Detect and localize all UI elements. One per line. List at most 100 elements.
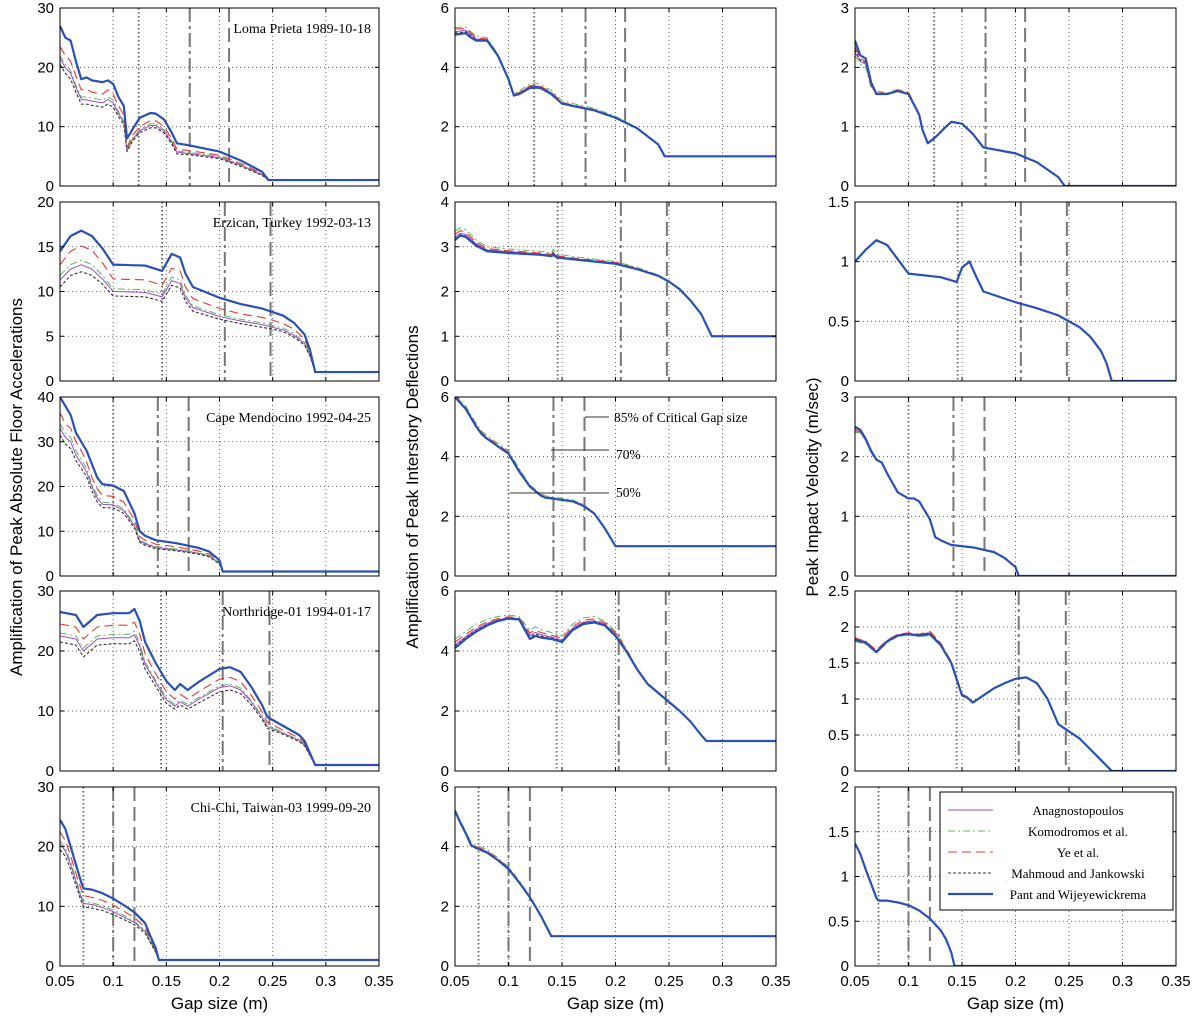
panel-r1-c1: 0 10 20 30 Loma Prieta 1989-10-18 [37, 0, 380, 195]
y-tick-label: 0 [46, 178, 54, 195]
legend-label: Mahmoud and Jankowski [1011, 866, 1145, 881]
series-group [855, 425, 1176, 576]
x-tick-label: 0.1 [498, 973, 519, 990]
earthquake-label: Cape Mendocino 1992-04-25 [206, 411, 371, 426]
y-tick-label: 10 [37, 523, 54, 540]
x-tick-label: 0.25 [1054, 973, 1083, 990]
y-tick-label: 1 [841, 254, 849, 271]
series-group [60, 607, 379, 767]
legend-box [939, 791, 1174, 911]
series-group [855, 630, 1176, 771]
legend-label: Komodromos et al. [1028, 824, 1128, 839]
legend: Anagnostopoulos Komodromos et al. Ye et al… [939, 791, 1174, 911]
series-line-pant-and-wijeyewickrema [60, 397, 379, 573]
series-line-komodromos-et-al [60, 423, 379, 573]
series-line-pant-and-wijeyewickrema [855, 633, 1176, 771]
series-line-pant-and-wijeyewickrema [455, 617, 776, 743]
y-tick-label: 0.5 [828, 913, 849, 930]
series-line-mahmoud-and-jankowski [60, 640, 379, 766]
panel-r5-c2: 0 2 4 6 0.05 0.1 0.15 0.2 0.25 0.3 0.35 Gap size (m… [440, 779, 790, 1013]
annotation-label-85: 85% of Critical Gap size [614, 410, 747, 425]
series-line-pant-and-wijeyewickrema [855, 842, 1176, 966]
x-tick-label: 0.15 [947, 973, 976, 990]
panel-r5-c1: 0 10 20 30 0.05 0.1 0.15 0.2 0.25 0.3 0.35 Gap size… [37, 779, 393, 1013]
series-line-anagnostopoulos [60, 264, 379, 373]
y-tick-label: 2 [441, 508, 449, 525]
series-line-mahmoud-and-jankowski [60, 64, 379, 181]
y-tick-label: 4 [441, 839, 449, 856]
series-group [855, 239, 1176, 381]
y-tick-label: 20 [37, 59, 54, 76]
y-tick-label: 6 [441, 583, 449, 600]
y-tick-label: 2 [841, 59, 849, 76]
x-tick-label: 0.2 [605, 973, 626, 990]
x-tick-label: 0.3 [712, 973, 733, 990]
y-tick-label: 4 [441, 59, 449, 76]
y-tick-label: 0 [46, 958, 54, 975]
series-line-komodromos-et-al [60, 630, 379, 766]
x-axis-title: Gap size (m) [171, 994, 268, 1013]
series-line-pant-and-wijeyewickrema [60, 819, 379, 962]
y-tick-label: 2 [841, 449, 849, 466]
series-line-anagnostopoulos [60, 634, 379, 766]
series-line-pant-and-wijeyewickrema [855, 40, 1176, 186]
x-tick-label: 0.1 [103, 973, 124, 990]
x-axis-title: Gap size (m) [567, 994, 664, 1013]
annotation-label-50: 50% [616, 485, 641, 500]
y-tick-label: 0 [441, 958, 449, 975]
panel-r2-c2: 0 1 2 3 4 [441, 194, 777, 390]
y-tick-label: 0 [46, 568, 54, 585]
y-tick-label: 10 [37, 119, 54, 136]
panel-r3-c2: 0 2 4 6 [441, 389, 777, 585]
y-tick-label: 20 [37, 479, 54, 496]
series-group [60, 819, 379, 962]
series-line-mahmoud-and-jankowski [60, 271, 379, 373]
y-tick-label: 20 [37, 643, 54, 660]
panel-r2-c1: 0 5 10 15 20 Erzican, Turkey 1992-03-13 [37, 194, 380, 390]
series-group [855, 842, 1176, 966]
panel-r3-c3: 0 1 2 3 [841, 389, 1177, 585]
panel-r1-c3: 0 1 2 3 [841, 0, 1177, 195]
x-tick-label: 0.05 [840, 973, 869, 990]
y-tick-label: 1 [841, 691, 849, 708]
x-tick-label: 0.05 [45, 973, 74, 990]
y-tick-label: 30 [37, 0, 54, 17]
annotation-label-70: 70% [616, 447, 641, 462]
y-tick-label: 30 [37, 434, 54, 451]
x-tick-label: 0.2 [209, 973, 230, 990]
series-group [455, 227, 776, 338]
y-tick-label: 10 [37, 284, 54, 301]
plot-area [855, 202, 1176, 381]
series-line-pant-and-wijeyewickrema [455, 32, 776, 158]
y-axis-title-col1: Amplification of Peak Absolute Floor Acc… [7, 298, 26, 676]
y-tick-label: 0 [46, 763, 54, 780]
series-line-pant-and-wijeyewickrema [60, 25, 379, 182]
y-tick-label: 0 [841, 178, 849, 195]
series-line-ye-et-al [60, 621, 379, 766]
y-tick-label: 6 [441, 0, 449, 17]
y-tick-label: 6 [441, 389, 449, 406]
y-tick-label: 2 [441, 284, 449, 301]
y-tick-label: 1 [841, 869, 849, 886]
series-group [455, 26, 776, 158]
earthquake-label: Erzican, Turkey 1992-03-13 [213, 216, 371, 231]
x-tick-label: 0.25 [654, 973, 683, 990]
series-line-pant-and-wijeyewickrema [455, 810, 776, 938]
critical-gap-annotation: 85% of Critical Gap size 70% 50% [510, 410, 747, 500]
x-axis-title: Gap size (m) [967, 994, 1064, 1013]
earthquake-label: Loma Prieta 1989-10-18 [233, 22, 371, 37]
y-tick-label: 4 [441, 194, 449, 211]
y-tick-label: 0 [841, 373, 849, 390]
panel-r4-c1: 0 10 20 30 Northridge-01 1994-01-17 [37, 583, 380, 780]
series-line-komodromos-et-al [60, 55, 379, 181]
panel-r2-c3: 0 0.5 1 1.5 [828, 194, 1177, 390]
y-tick-label: 15 [37, 239, 54, 256]
panel-r3-c1: 0 10 20 30 40 Cape Mendocino 1992-04-25 [37, 389, 380, 585]
y-tick-label: 0 [841, 763, 849, 780]
series-group [455, 614, 776, 743]
x-tick-label: 0.1 [898, 973, 919, 990]
series-group [455, 809, 776, 938]
y-tick-label: 2 [841, 619, 849, 636]
y-tick-label: 2 [441, 119, 449, 136]
